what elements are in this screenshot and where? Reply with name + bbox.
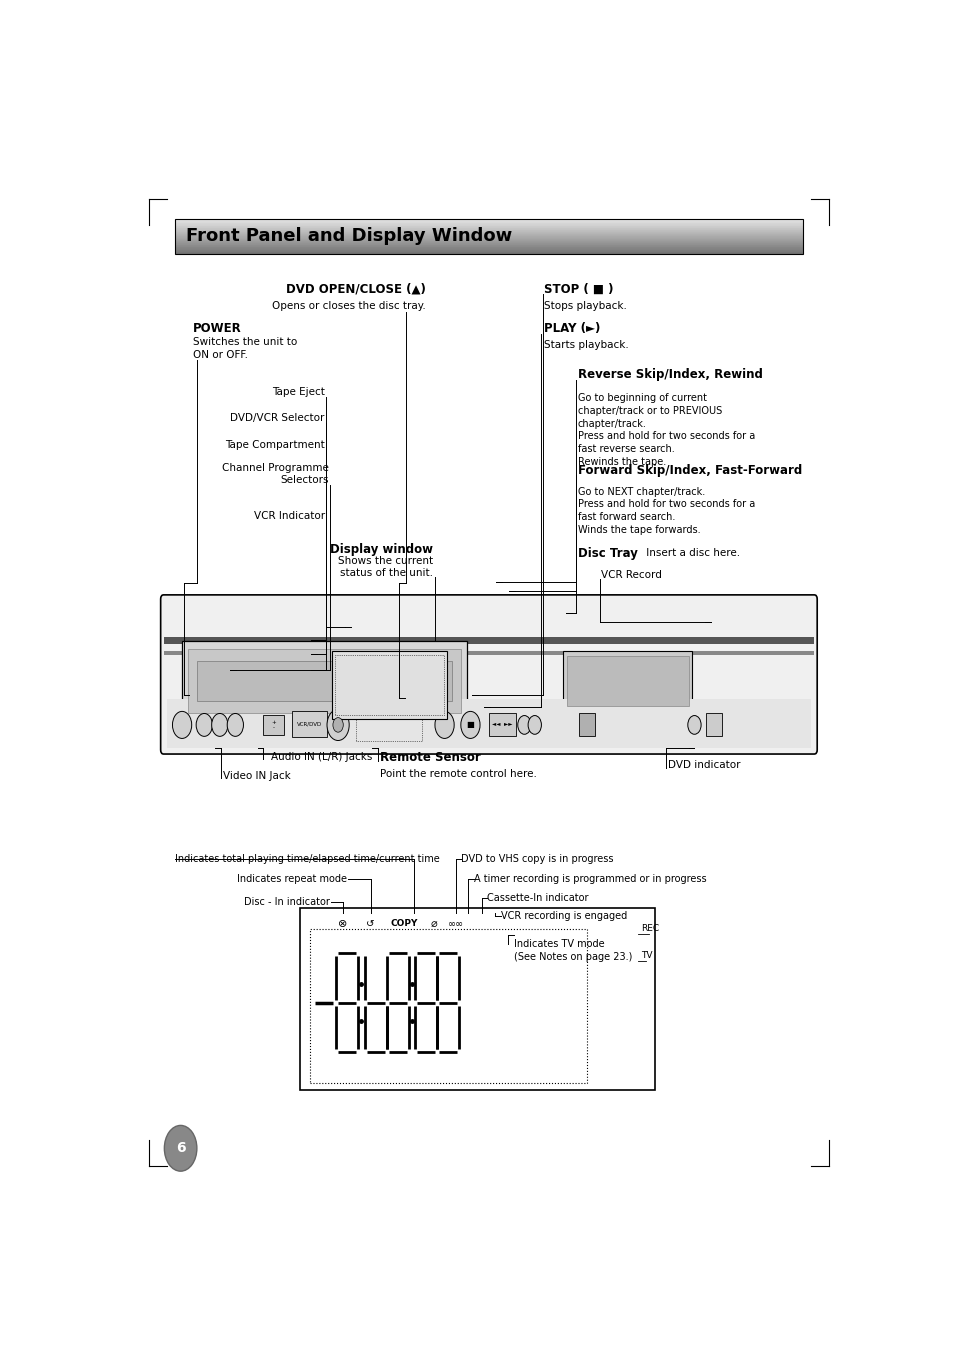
Text: VCR/DVD: VCR/DVD bbox=[296, 721, 321, 727]
Bar bbox=[188, 648, 460, 713]
Text: ⌀: ⌀ bbox=[431, 919, 437, 928]
Bar bbox=[196, 662, 452, 701]
Text: Display window: Display window bbox=[330, 543, 433, 555]
Text: Disc - In indicator: Disc - In indicator bbox=[244, 897, 330, 907]
Bar bbox=[332, 651, 446, 719]
Bar bbox=[578, 713, 595, 736]
Text: STOP ( ■ ): STOP ( ■ ) bbox=[544, 282, 613, 296]
Text: Forward Skip/Index, Fast-Forward: Forward Skip/Index, Fast-Forward bbox=[577, 463, 801, 477]
Text: DVD indicator: DVD indicator bbox=[667, 761, 740, 770]
Bar bbox=[566, 657, 688, 707]
Text: PLAY (►): PLAY (►) bbox=[544, 322, 600, 335]
Bar bbox=[355, 707, 422, 740]
Text: Front Panel and Display Window: Front Panel and Display Window bbox=[186, 227, 512, 246]
Text: VCR recording is engaged: VCR recording is engaged bbox=[500, 912, 626, 921]
Circle shape bbox=[164, 1125, 196, 1171]
Text: DVD to VHS copy is in progress: DVD to VHS copy is in progress bbox=[460, 854, 613, 865]
Text: DVD OPEN/CLOSE (▲): DVD OPEN/CLOSE (▲) bbox=[286, 282, 426, 296]
Text: POWER: POWER bbox=[193, 322, 242, 335]
Text: Tape Eject: Tape Eject bbox=[272, 386, 324, 397]
Circle shape bbox=[172, 712, 192, 739]
Circle shape bbox=[333, 717, 343, 732]
Circle shape bbox=[327, 709, 349, 740]
Text: DVD/VCR Selector: DVD/VCR Selector bbox=[231, 413, 324, 423]
Circle shape bbox=[435, 712, 454, 739]
Circle shape bbox=[460, 712, 479, 739]
Bar bbox=[310, 928, 587, 1082]
Text: Reverse Skip/Index, Rewind: Reverse Skip/Index, Rewind bbox=[577, 367, 761, 381]
Circle shape bbox=[517, 716, 531, 734]
Bar bbox=[488, 713, 516, 736]
Circle shape bbox=[212, 713, 228, 736]
Text: Go to beginning of current
chapter/track or to PREVIOUS
chapter/track.
Press and: Go to beginning of current chapter/track… bbox=[577, 393, 754, 467]
Bar bbox=[292, 712, 327, 738]
Bar bbox=[562, 651, 692, 712]
Text: Insert a disc here.: Insert a disc here. bbox=[642, 549, 740, 558]
Text: Stops playback.: Stops playback. bbox=[544, 301, 626, 311]
Text: Go to NEXT chapter/track.
Press and hold for two seconds for a
fast forward sear: Go to NEXT chapter/track. Press and hold… bbox=[577, 486, 754, 535]
Bar bbox=[182, 640, 466, 721]
Text: Tape Compartment: Tape Compartment bbox=[225, 440, 324, 450]
Text: ⊗: ⊗ bbox=[337, 919, 347, 928]
Text: Video IN Jack: Video IN Jack bbox=[222, 771, 291, 781]
Text: Channel Programme
Selectors: Channel Programme Selectors bbox=[221, 463, 328, 485]
Text: ■: ■ bbox=[466, 720, 474, 730]
FancyBboxPatch shape bbox=[160, 594, 817, 754]
Text: VCR Indicator: VCR Indicator bbox=[253, 511, 324, 521]
Bar bbox=[174, 219, 802, 254]
Text: Cassette-In indicator: Cassette-In indicator bbox=[487, 893, 588, 902]
Text: Point the remote control here.: Point the remote control here. bbox=[379, 769, 536, 778]
Text: ◄◄  ►►: ◄◄ ►► bbox=[492, 723, 512, 727]
Bar bbox=[300, 908, 655, 1090]
Text: +
-: + - bbox=[271, 720, 275, 731]
Text: TV: TV bbox=[640, 951, 652, 961]
Text: Starts playback.: Starts playback. bbox=[544, 340, 628, 350]
Bar bbox=[335, 655, 443, 715]
Text: Disc Tray: Disc Tray bbox=[577, 547, 637, 559]
Bar bbox=[705, 713, 721, 736]
Circle shape bbox=[528, 716, 541, 734]
Bar bbox=[167, 698, 810, 748]
Bar bbox=[164, 638, 813, 644]
Text: A timer recording is programmed or in progress: A timer recording is programmed or in pr… bbox=[474, 874, 706, 884]
Text: Remote Sensor: Remote Sensor bbox=[379, 751, 479, 763]
Text: ↺: ↺ bbox=[366, 919, 375, 928]
Text: Indicates repeat mode: Indicates repeat mode bbox=[236, 874, 347, 884]
Text: Opens or closes the disc tray.: Opens or closes the disc tray. bbox=[272, 301, 426, 311]
Circle shape bbox=[227, 713, 243, 736]
Text: Shows the current
status of the unit.: Shows the current status of the unit. bbox=[338, 555, 433, 578]
Text: Indicates total playing time/elapsed time/current time: Indicates total playing time/elapsed tim… bbox=[174, 854, 439, 865]
Text: REC: REC bbox=[640, 924, 659, 934]
Bar bbox=[164, 651, 813, 655]
Text: COPY: COPY bbox=[391, 919, 417, 928]
Circle shape bbox=[196, 713, 213, 736]
Bar bbox=[263, 715, 284, 735]
Text: Audio IN (L/R) Jacks: Audio IN (L/R) Jacks bbox=[271, 753, 372, 762]
Text: 6: 6 bbox=[175, 1142, 185, 1155]
Text: Indicates TV mode
(See Notes on page 23.): Indicates TV mode (See Notes on page 23.… bbox=[514, 939, 632, 962]
Circle shape bbox=[687, 716, 700, 734]
Text: Switches the unit to
ON or OFF.: Switches the unit to ON or OFF. bbox=[193, 338, 297, 359]
Text: VCR Record: VCR Record bbox=[600, 570, 661, 580]
Text: ∞∞: ∞∞ bbox=[447, 919, 463, 928]
